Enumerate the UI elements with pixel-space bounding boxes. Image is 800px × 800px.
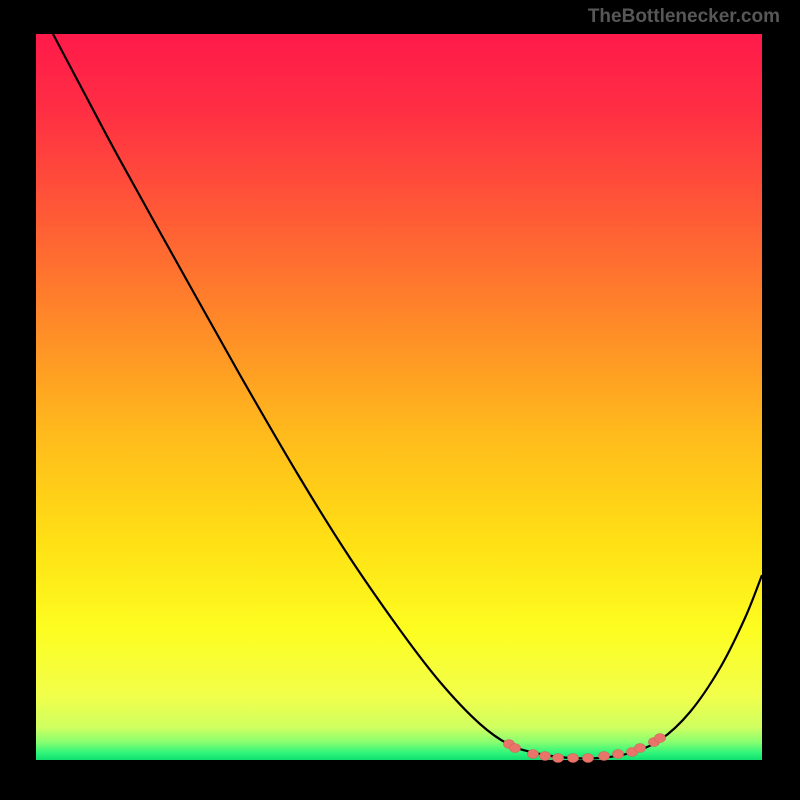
marker-dot: [510, 744, 521, 753]
marker-dot: [655, 734, 666, 743]
chart-svg: [0, 0, 800, 800]
marker-dot: [540, 752, 551, 761]
marker-dot: [553, 754, 564, 763]
marker-dot: [583, 754, 594, 763]
chart-container: TheBottlenecker.com: [0, 0, 800, 800]
marker-dot: [528, 750, 539, 759]
marker-dot: [568, 754, 579, 763]
watermark-text: TheBottlenecker.com: [588, 6, 780, 28]
marker-dot: [613, 750, 624, 759]
marker-dot: [599, 752, 610, 761]
plot-background: [36, 34, 762, 760]
marker-dot: [635, 744, 646, 753]
